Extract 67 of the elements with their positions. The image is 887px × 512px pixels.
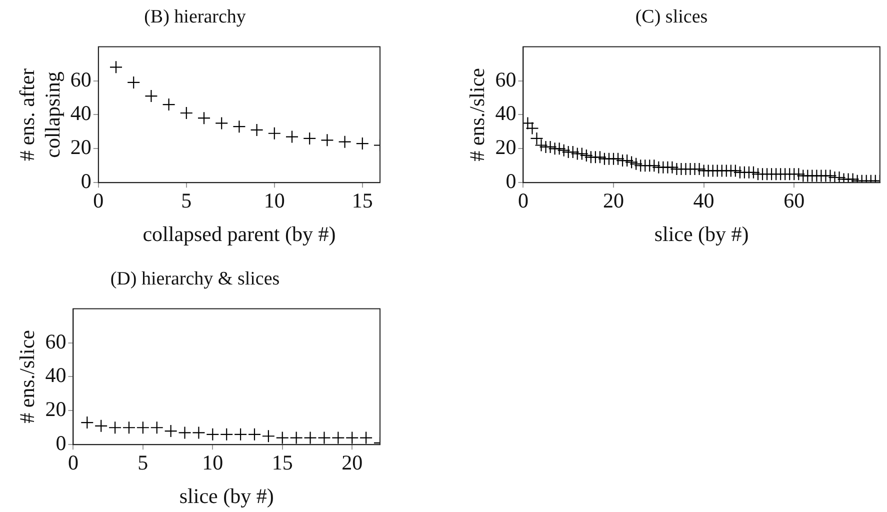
point [248, 428, 262, 441]
point [197, 112, 211, 125]
point [127, 76, 140, 89]
point [290, 431, 303, 444]
point [304, 431, 317, 444]
point [94, 419, 108, 432]
point [320, 134, 334, 147]
point [338, 135, 352, 148]
y-tick-label: 20 [45, 397, 66, 422]
point [164, 424, 178, 438]
y-tick-label: 60 [70, 67, 92, 92]
x-tick-label: 5 [181, 188, 192, 213]
x-axis-title: slice (by #) [179, 484, 274, 508]
y-axis-title: # ens./slice [465, 68, 490, 162]
y-tick-label: 0 [80, 169, 92, 194]
point [234, 428, 248, 441]
point [318, 431, 331, 444]
point [303, 132, 316, 146]
y-tick-label: 60 [45, 329, 66, 354]
x-axis-title: slice (by #) [654, 222, 749, 246]
point [178, 426, 192, 440]
y-tick-label: 20 [495, 135, 516, 160]
x-tick-label: 5 [138, 450, 148, 475]
point [356, 137, 369, 150]
point [250, 123, 264, 137]
chart-title: (D) hierarchy & slices [110, 268, 280, 290]
y-axis-title: # ens./slice [15, 330, 40, 424]
point [276, 431, 289, 444]
y-axis-title: # ens. after collapsing [15, 68, 64, 162]
point [150, 421, 164, 434]
point [262, 430, 275, 443]
chart-title: (B) hierarchy [144, 6, 246, 28]
x-tick-label: 20 [342, 450, 363, 475]
x-tick-label: 40 [693, 188, 714, 213]
point [215, 116, 228, 130]
point [162, 98, 176, 112]
x-tick-label: 10 [264, 188, 285, 213]
point [136, 421, 150, 434]
point [192, 426, 206, 440]
point [232, 120, 246, 134]
y-tick-label: 40 [70, 101, 92, 126]
x-tick-label: 60 [784, 188, 805, 213]
point [108, 421, 122, 434]
x-tick-label: 20 [603, 188, 624, 213]
y-tick-label: 0 [56, 431, 66, 456]
point [144, 89, 158, 103]
y-tick-label: 0 [506, 169, 516, 194]
y-tick-label: 40 [495, 101, 516, 126]
point [180, 106, 193, 120]
point [360, 431, 373, 444]
point [332, 431, 345, 444]
point [285, 130, 299, 144]
point [220, 428, 234, 441]
y-tick-label: 20 [70, 135, 92, 160]
x-tick-label: 15 [272, 450, 293, 475]
chart-title: (C) slices [635, 6, 708, 28]
x-tick-label: 10 [202, 450, 224, 475]
y-tick-label: 40 [45, 363, 66, 388]
point [346, 431, 359, 444]
point [268, 126, 281, 140]
y-tick-label: 60 [495, 67, 516, 92]
x-axis-title: collapsed parent (by #) [142, 222, 336, 246]
point [109, 60, 123, 74]
point [122, 421, 136, 434]
x-tick-label: 15 [352, 188, 373, 213]
point [206, 428, 220, 441]
point [80, 416, 94, 430]
